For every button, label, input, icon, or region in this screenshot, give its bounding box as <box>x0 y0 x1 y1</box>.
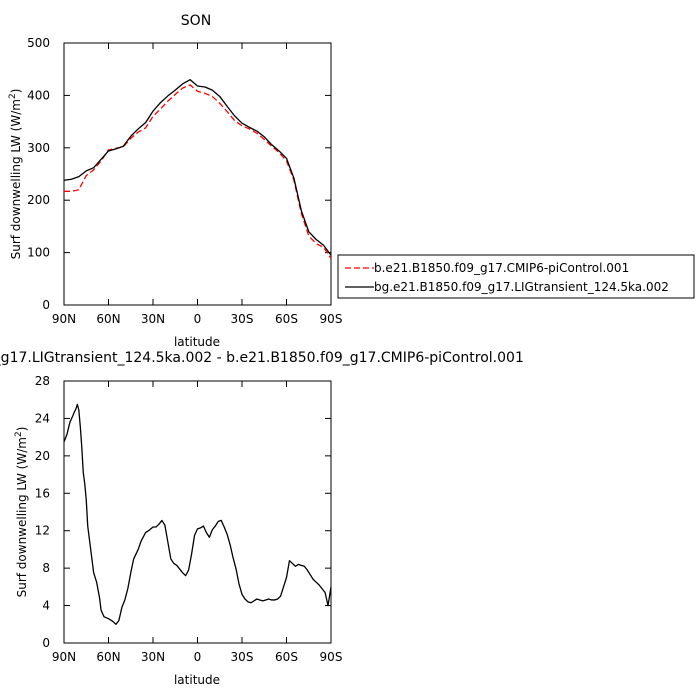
top-chart-xlabel: latitude <box>174 335 220 349</box>
bottom-chart-xlabel: latitude <box>174 673 220 687</box>
bottom-chart-ytick-label: 28 <box>35 374 50 388</box>
bottom-chart-title: bg.e21.B1850.f09_g17.LIGtransient_124.5k… <box>0 350 524 366</box>
bottom-chart-ytick-label: 20 <box>35 449 50 463</box>
bottom-chart-series <box>63 403 332 625</box>
top-chart-ytick-label: 300 <box>27 141 50 155</box>
bottom-chart-ytick-label: 4 <box>42 599 50 613</box>
top-chart-title: SON <box>181 13 211 29</box>
top-chart-series-line-2 <box>63 79 332 256</box>
bottom-chart-ytick-label: 12 <box>35 524 50 538</box>
bottom-chart-xtick-label: 90N <box>52 650 76 664</box>
legend-label-series-2: bg.e21.B1850.f09_g17.LIGtransient_124.5k… <box>374 280 669 294</box>
bottom-chart-ytick-label: 8 <box>42 561 50 575</box>
bottom-chart-xtick-label: 30N <box>141 650 165 664</box>
bottom-chart-frame <box>63 380 332 644</box>
top-chart-series-line-1 <box>64 84 332 259</box>
bottom-chart-xtick-label: 60N <box>96 650 120 664</box>
bottom-chart-series-line-1 <box>63 403 332 625</box>
top-chart-xtick-label: 30N <box>141 312 165 326</box>
bottom-chart-ylabel: Surf downwelling LW (W/m2) <box>14 427 29 598</box>
bottom-chart-ytick-label: 0 <box>42 636 50 650</box>
top-chart-series <box>63 79 332 259</box>
top-chart-xtick-label: 90S <box>320 312 343 326</box>
legend-box <box>337 254 695 299</box>
bottom-chart-xtick-label: 60S <box>275 650 298 664</box>
bottom-chart-xtick-label: 0 <box>194 650 202 664</box>
top-chart-ytick-label: 400 <box>27 88 50 102</box>
top-chart-ylabel: Surf downwelling LW (W/m2) <box>8 89 23 260</box>
top-chart-xtick-label: 0 <box>194 312 202 326</box>
bottom-chart: bg.e21.B1850.f09_g17.LIGtransient_124.5k… <box>0 350 524 687</box>
bottom-chart-xtick-label: 90S <box>320 650 343 664</box>
legend-label-series-1: b.e21.B1850.f09_g17.CMIP6-piControl.001 <box>374 261 629 275</box>
bottom-chart-ytick-label: 16 <box>35 486 50 500</box>
bottom-chart-ticks: 90N 60N 30N 0 30S 60S 90S 0 4 8 12 16 20 24 28 <box>35 374 343 664</box>
top-chart-ytick-label: 500 <box>27 36 50 50</box>
top-chart-xtick-label: 60N <box>96 312 120 326</box>
top-chart-ytick-label: 100 <box>27 246 50 260</box>
top-chart-legend: b.e21.B1850.f09_g17.CMIP6-piControl.001 … <box>337 254 695 299</box>
top-chart-ytick-label: 0 <box>42 298 50 312</box>
top-chart: SON 90N 60N 30N 0 30S 60S 90S0100200300400500 … <box>8 13 695 349</box>
bottom-chart-xtick-label: 30S <box>231 650 254 664</box>
top-chart-xtick-label: 30S <box>231 312 254 326</box>
top-chart-ticks: 90N 60N 30N 0 30S 60S 90S 0 100 200 300 400 500 <box>27 36 342 326</box>
top-chart-xtick-label: 60S <box>275 312 298 326</box>
top-chart-xtick-label: 90N <box>52 312 76 326</box>
top-chart-ytick-label: 200 <box>27 193 50 207</box>
bottom-chart-ytick-label: 24 <box>35 411 50 425</box>
